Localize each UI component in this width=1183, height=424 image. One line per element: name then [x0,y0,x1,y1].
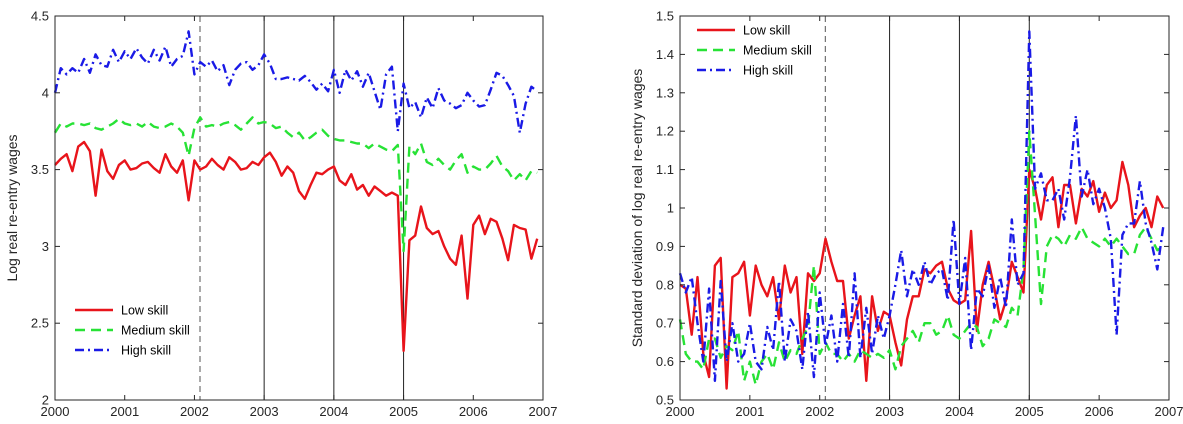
y-tick-label: 2.5 [31,316,49,331]
y-tick-label: 0.7 [656,316,674,331]
legend-label: Low skill [743,24,790,38]
y-tick-label: 4.5 [31,9,49,24]
x-tick-label: 2000 [666,404,695,419]
y-tick-label: 1 [667,201,674,216]
x-tick-label: 2004 [319,404,348,419]
y-tick-label: 1.5 [656,9,674,24]
legend-label: High skill [121,344,171,358]
x-tick-label: 2006 [1085,404,1114,419]
y-tick-label: 0.8 [656,277,674,292]
y-tick-label: 1.4 [656,47,674,62]
x-tick-label: 2005 [1015,404,1044,419]
x-tick-label: 2001 [110,404,139,419]
legend: Low skill Medium skill High skill [75,304,190,358]
y-axis-title: Log real re-entry wages [4,134,20,281]
plot-area [55,16,543,400]
legend-label: Medium skill [743,44,812,58]
legend-label: High skill [743,64,793,78]
x-tick-label: 2007 [529,404,558,419]
x-tick-label: 2007 [1155,404,1183,419]
legend-label: Low skill [121,304,168,318]
x-tick-label: 2003 [875,404,904,419]
plot-area [680,16,1169,400]
series-line-high-skill [678,30,1165,382]
y-tick-label: 1.3 [656,85,674,100]
x-tick-label: 2006 [459,404,488,419]
y-tick-label: 0.9 [656,239,674,254]
y-tick-label: 0.5 [656,393,674,408]
y-tick-label: 4 [42,85,49,100]
x-tick-label: 2000 [41,404,70,419]
x-tick-label: 2003 [250,404,279,419]
y-tick-label: 0.6 [656,354,674,369]
x-tick-label: 2002 [180,404,209,419]
y-tick-label: 3 [42,239,49,254]
series-line-low-skill [54,140,539,352]
x-tick-label: 2002 [805,404,834,419]
x-tick-label: 2005 [389,404,418,419]
y-tick-label: 1.1 [656,162,674,177]
x-tick-label: 2001 [735,404,764,419]
y-axis-title: Standard deviation of log real re-entry … [629,69,645,348]
axes-box [54,15,544,401]
legend-label: Medium skill [121,324,190,338]
series-line-high-skill [53,30,538,134]
right-chart-panel: 2000 2001 2002 2003 2004 2005 2006 2007 0.5 0.6 0.… [629,9,1183,420]
left-chart-panel: 2000 2001 2002 2003 2004 2005 2006 2007 2 2.5 3 3.5… [4,9,557,420]
series-line-medium-skill [678,129,1164,386]
y-tick-label: 1.2 [656,124,674,139]
x-tick-label: 2004 [945,404,974,419]
y-tick-label: 3.5 [31,162,49,177]
y-tick-label: 2 [42,393,49,408]
legend: Low skill Medium skill High skill [697,24,812,78]
